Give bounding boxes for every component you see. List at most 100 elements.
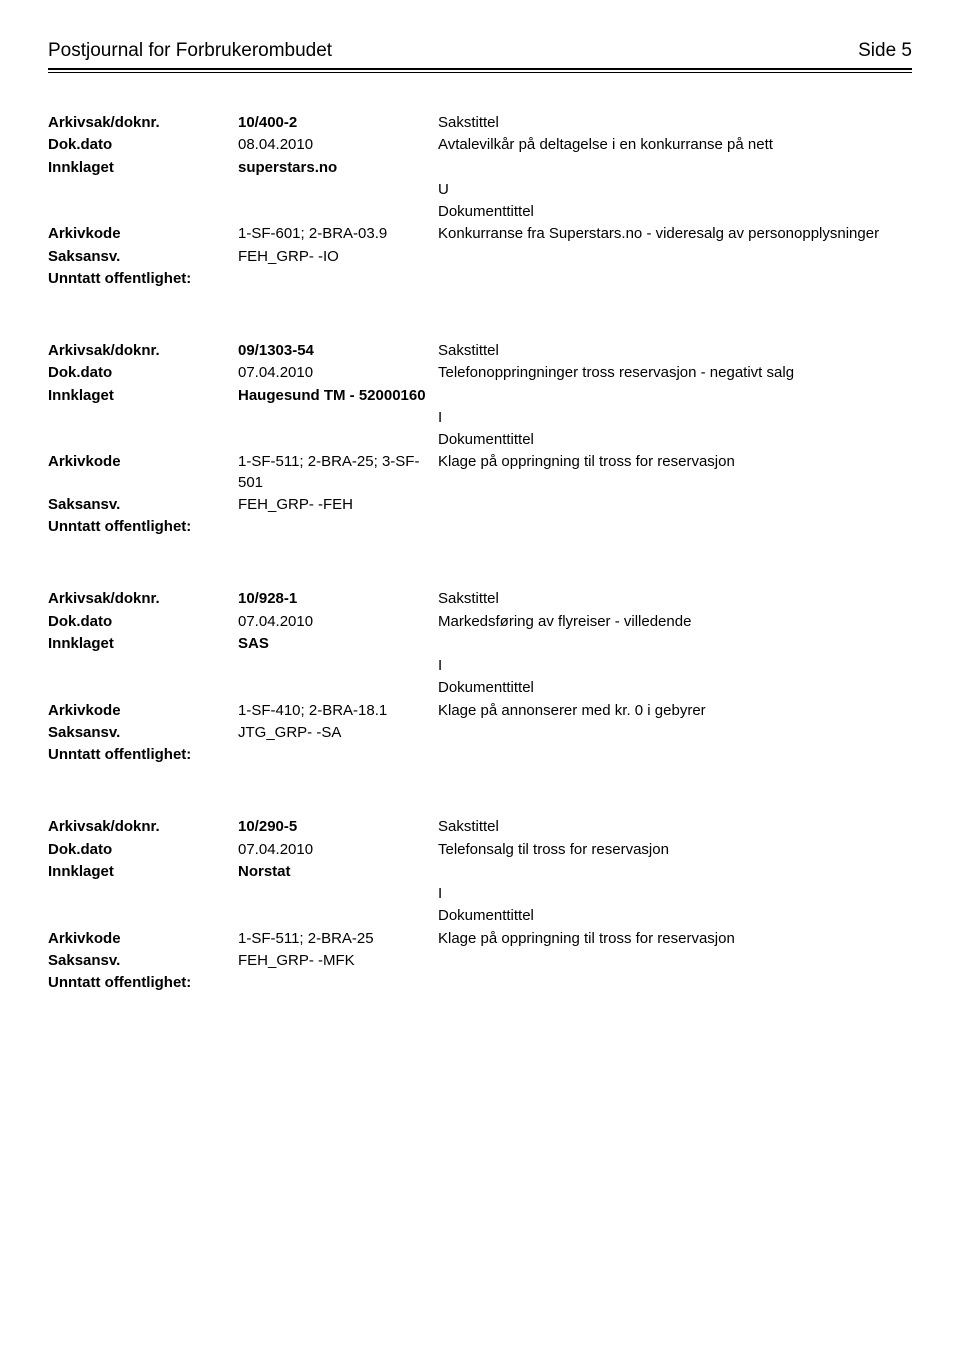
value-doknr: 10/290-5 <box>238 817 438 837</box>
row-innklaget: Innklagetsuperstars.no <box>48 158 912 178</box>
row-unntatt: Unntatt offentlighet: <box>48 973 912 993</box>
value-arkivkode: 1-SF-601; 2-BRA-03.9 <box>238 224 438 244</box>
value-doknr: 10/928-1 <box>238 589 438 609</box>
value-saksansv: FEH_GRP- -IO <box>238 247 438 267</box>
row-arkivsak: Arkivsak/doknr.09/1303-54Sakstittel <box>48 341 912 361</box>
label-dokumenttittel: Dokumenttittel <box>438 906 912 926</box>
value-dokumenttittel: Konkurranse fra Superstars.no - videresa… <box>438 224 912 244</box>
value-dokdato: 08.04.2010 <box>238 135 438 155</box>
row-innklaget: InnklagetHaugesund TM - 52000160 <box>48 386 912 406</box>
value-saksansv: JTG_GRP- -SA <box>238 723 438 743</box>
journal-entry: Arkivsak/doknr.10/928-1Sakstittel Dok.dat… <box>48 589 912 765</box>
value-direction: I <box>438 656 912 676</box>
label-saksansv: Saksansv. <box>48 247 238 267</box>
label-dokumenttittel: Dokumenttittel <box>438 202 912 222</box>
row-saksansv: Saksansv.FEH_GRP- -FEH <box>48 495 912 515</box>
value-doknr: 10/400-2 <box>238 113 438 133</box>
row-innklaget: InnklagetNorstat <box>48 862 912 882</box>
label-dokdato: Dok.dato <box>48 840 238 860</box>
value-innklaget: superstars.no <box>238 158 438 178</box>
label-sakstittel: Sakstittel <box>438 589 912 609</box>
row-dokdato: Dok.dato08.04.2010Avtalevilkår på deltag… <box>48 135 912 155</box>
label-arkivsak: Arkivsak/doknr. <box>48 817 238 837</box>
value-sakstittel: Markedsføring av flyreiser - villedende <box>438 612 912 632</box>
header-rule-thin <box>48 72 912 73</box>
value-arkivkode: 1-SF-511; 2-BRA-25 <box>238 929 438 949</box>
value-direction: I <box>438 884 912 904</box>
label-arkivsak: Arkivsak/doknr. <box>48 113 238 133</box>
row-dokdato: Dok.dato07.04.2010Telefonsalg til tross … <box>48 840 912 860</box>
row-doktittel-label: Dokumenttittel <box>48 906 912 926</box>
label-arkivsak: Arkivsak/doknr. <box>48 341 238 361</box>
value-sakstittel: Telefonoppringninger tross reservasjon -… <box>438 363 912 383</box>
label-arkivkode: Arkivkode <box>48 224 238 244</box>
row-arkivsak: Arkivsak/doknr.10/400-2Sakstittel <box>48 113 912 133</box>
row-saksansv: Saksansv.FEH_GRP- -IO <box>48 247 912 267</box>
value-dokumenttittel: Klage på annonserer med kr. 0 i gebyrer <box>438 701 912 721</box>
journal-entry: Arkivsak/doknr.09/1303-54SakstittelDok.d… <box>48 341 912 537</box>
label-arkivkode: Arkivkode <box>48 452 238 472</box>
row-unntatt: Unntatt offentlighet: <box>48 269 912 289</box>
value-innklaget: SAS <box>238 634 438 654</box>
page-header: Postjournal for Forbrukerombudet Side 5 <box>48 40 912 62</box>
journal-entry: Arkivsak/doknr.10/400-2SakstittelDok.dat… <box>48 113 912 289</box>
label-innklaget: Innklaget <box>48 386 238 406</box>
row-unntatt: Unntatt offentlighet: <box>48 517 912 537</box>
value-sakstittel: Telefonsalg til tross for reservasjon <box>438 840 912 860</box>
label-saksansv: Saksansv. <box>48 723 238 743</box>
row-saksansv: Saksansv.FEH_GRP- -MFK <box>48 951 912 971</box>
row-arkivkode: Arkivkode1-SF-511; 2-BRA-25; 3-SF-501Kla… <box>48 452 912 493</box>
doc-title: Postjournal for Forbrukerombudet <box>48 40 332 62</box>
header-rule-thick <box>48 68 912 70</box>
value-arkivkode: 1-SF-410; 2-BRA-18.1 <box>238 701 438 721</box>
value-doknr: 09/1303-54 <box>238 341 438 361</box>
label-unntatt: Unntatt offentlighet: <box>48 745 238 765</box>
value-dokumenttittel: Klage på oppringning til tross for reser… <box>438 929 912 949</box>
row-dokdato: Dok.dato07.04.2010Telefonoppringninger t… <box>48 363 912 383</box>
row-dokdato: Dok.dato07.04.2010Markedsføring av flyre… <box>48 612 912 632</box>
label-arkivkode: Arkivkode <box>48 929 238 949</box>
row-doktittel-label: Dokumenttittel <box>48 678 912 698</box>
label-dokumenttittel: Dokumenttittel <box>438 678 912 698</box>
value-arkivkode: 1-SF-511; 2-BRA-25; 3-SF-501 <box>238 452 438 493</box>
label-unntatt: Unntatt offentlighet: <box>48 973 238 993</box>
row-saksansv: Saksansv.JTG_GRP- -SA <box>48 723 912 743</box>
row-arkivsak: Arkivsak/doknr.10/290-5Sakstittel <box>48 817 912 837</box>
row-arkivkode: Arkivkode1-SF-511; 2-BRA-25Klage på oppr… <box>48 929 912 949</box>
label-dokumenttittel: Dokumenttittel <box>438 430 912 450</box>
row-direction: I <box>48 884 912 904</box>
entries-container: Arkivsak/doknr.10/400-2SakstittelDok.dat… <box>48 113 912 993</box>
value-dokumenttittel: Klage på oppringning til tross for reser… <box>438 452 912 472</box>
row-direction: U <box>48 180 912 200</box>
row-unntatt: Unntatt offentlighet: <box>48 745 912 765</box>
value-innklaget: Norstat <box>238 862 438 882</box>
row-arkivkode: Arkivkode1-SF-410; 2-BRA-18.1Klage på an… <box>48 701 912 721</box>
row-direction: I <box>48 656 912 676</box>
label-arkivkode: Arkivkode <box>48 701 238 721</box>
label-arkivsak: Arkivsak/doknr. <box>48 589 238 609</box>
value-saksansv: FEH_GRP- -MFK <box>238 951 438 971</box>
row-doktittel-label: Dokumenttittel <box>48 430 912 450</box>
label-innklaget: Innklaget <box>48 634 238 654</box>
label-saksansv: Saksansv. <box>48 951 238 971</box>
value-direction: U <box>438 180 912 200</box>
row-doktittel-label: Dokumenttittel <box>48 202 912 222</box>
value-saksansv: FEH_GRP- -FEH <box>238 495 438 515</box>
label-unntatt: Unntatt offentlighet: <box>48 517 238 537</box>
row-direction: I <box>48 408 912 428</box>
value-dokdato: 07.04.2010 <box>238 363 438 383</box>
value-direction: I <box>438 408 912 428</box>
label-dokdato: Dok.dato <box>48 363 238 383</box>
row-arkivsak: Arkivsak/doknr.10/928-1Sakstittel <box>48 589 912 609</box>
value-innklaget: Haugesund TM - 52000160 <box>238 386 438 406</box>
label-innklaget: Innklaget <box>48 158 238 178</box>
value-dokdato: 07.04.2010 <box>238 840 438 860</box>
label-sakstittel: Sakstittel <box>438 341 912 361</box>
value-dokdato: 07.04.2010 <box>238 612 438 632</box>
row-innklaget: InnklagetSAS <box>48 634 912 654</box>
row-arkivkode: Arkivkode1-SF-601; 2-BRA-03.9Konkurranse… <box>48 224 912 244</box>
label-innklaget: Innklaget <box>48 862 238 882</box>
label-sakstittel: Sakstittel <box>438 817 912 837</box>
label-dokdato: Dok.dato <box>48 612 238 632</box>
label-dokdato: Dok.dato <box>48 135 238 155</box>
